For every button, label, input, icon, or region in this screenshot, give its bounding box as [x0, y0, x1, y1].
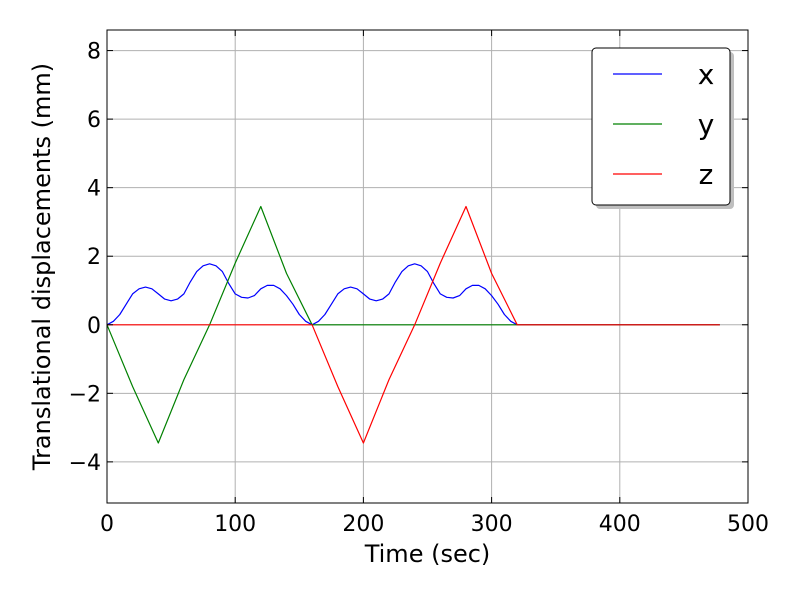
x-tick-label: 100	[214, 512, 256, 537]
tick-labels: 0 100 200 300 400 500 −4 −2 0 2 4 6 8	[69, 40, 769, 537]
x-tick-label: 400	[599, 512, 641, 537]
y-tick-label: 4	[87, 177, 101, 202]
x-tick-label: 500	[727, 512, 769, 537]
y-tick-label: 8	[87, 40, 101, 65]
y-axis-title: Translational displacements (mm)	[28, 63, 56, 471]
legend-box	[591, 47, 731, 206]
plot-frame	[106, 29, 749, 504]
y-tick-label: 6	[87, 108, 101, 133]
y-tick-label: −4	[69, 451, 101, 476]
legend-label-y: y	[698, 108, 715, 141]
x-tick-label: 300	[471, 512, 513, 537]
y-tick-label: −2	[69, 382, 101, 407]
series-line-x	[106, 263, 720, 326]
legend-label-x: x	[698, 58, 715, 91]
legend-label-z: z	[699, 158, 714, 191]
x-axis-title: Time (sec)	[364, 540, 491, 568]
legend-items: xyz	[613, 58, 714, 191]
series-lines	[106, 205, 720, 444]
y-tick-label: 0	[87, 314, 101, 339]
x-tick-label: 200	[342, 512, 384, 537]
series-line-z	[107, 205, 720, 444]
legend: xyz	[591, 47, 734, 209]
series-line-y	[106, 205, 720, 444]
ticks	[106, 30, 749, 503]
y-tick-label: 2	[87, 245, 101, 270]
x-tick-label: 0	[100, 512, 114, 537]
